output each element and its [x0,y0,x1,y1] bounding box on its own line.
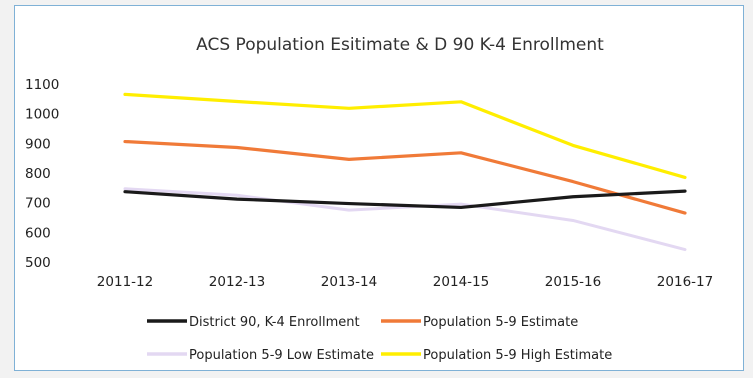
x-tick-label: 2013-14 [321,274,377,290]
x-tick-label: 2014-15 [433,274,489,290]
y-tick-label: 1000 [25,107,59,123]
x-tick-label: 2015-16 [545,274,601,290]
y-tick-label: 900 [25,136,51,152]
y-axis-ticks: 1100 1000 900 800 700 600 500 [25,77,59,271]
series-line-2 [123,139,687,215]
y-tick-label: 600 [25,225,51,241]
series-line-3 [123,187,687,252]
legend: District 90, K-4 Enrollment Population 5-… [147,315,612,363]
legend-label: District 90, K-4 Enrollment [189,315,360,330]
line-chart: ACS Population Esitimate & D 90 K-4 Enro… [25,35,713,363]
y-tick-label: 500 [25,255,51,271]
x-tick-label: 2012-13 [209,274,265,290]
legend-label: Population 5-9 Low Estimate [189,348,374,363]
x-axis-ticks: 2011-12 2012-13 2013-14 2014-15 2015-16 2016-… [97,274,713,290]
x-tick-label: 2011-12 [97,274,153,290]
legend-label: Population 5-9 Estimate [423,315,578,330]
x-tick-label: 2016-17 [657,274,713,290]
y-tick-label: 1100 [25,77,59,93]
series-line-1 [123,189,687,210]
chart-title: ACS Population Esitimate & D 90 K-4 Enro… [196,35,604,55]
chart-frame: ACS Population Esitimate & D 90 K-4 Enro… [14,5,744,371]
y-tick-label: 800 [25,166,51,182]
legend-label: Population 5-9 High Estimate [423,348,612,363]
y-tick-label: 700 [25,196,51,212]
series-line-4 [123,92,687,180]
series-lines [123,92,687,252]
